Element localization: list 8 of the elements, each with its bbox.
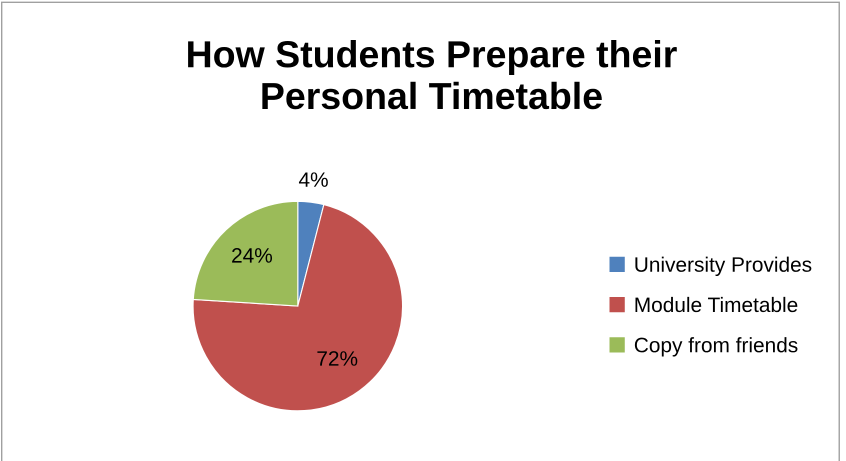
data-label: 72% (317, 351, 358, 366)
data-label: 24% (232, 248, 272, 263)
chart-title: How Students Prepare their Personal Timetable (188, 40, 677, 110)
data-label: 4% (298, 172, 328, 187)
pie-slice (192, 204, 404, 412)
legend-label: Module Timetable (636, 296, 798, 312)
legend-label: University Provides (635, 256, 812, 276)
legend-label: Copy from friends (634, 337, 798, 357)
